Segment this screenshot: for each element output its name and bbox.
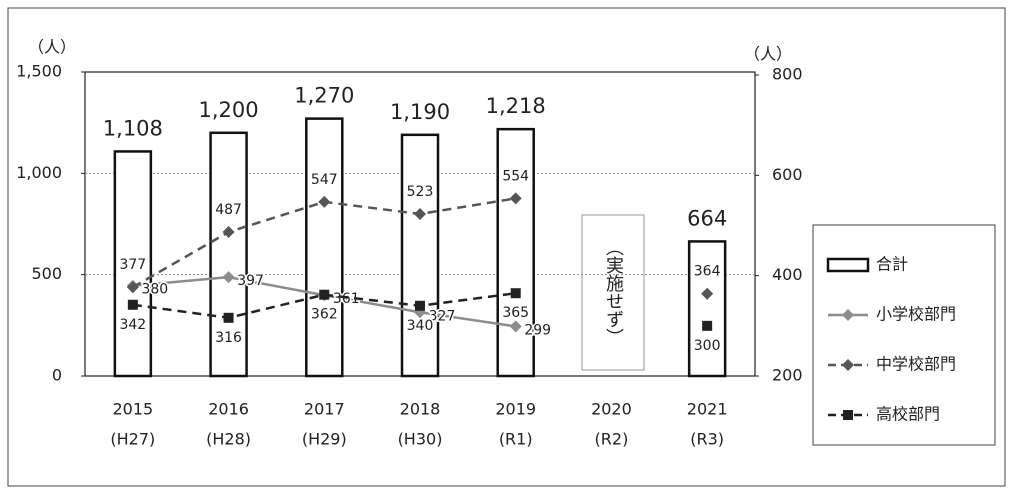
marker [222, 226, 235, 239]
x-tick-label: 2019 [495, 400, 536, 419]
data-label: 547 [311, 172, 338, 188]
bar [496, 127, 535, 378]
marker [318, 195, 331, 208]
data-label: 487 [215, 202, 242, 218]
marker [702, 320, 713, 331]
y-tick-label: 500 [31, 264, 62, 283]
data-label: 342 [119, 317, 146, 333]
legend-label: 高校部門 [876, 405, 940, 424]
data-label: 523 [407, 184, 434, 200]
marker [510, 288, 521, 299]
data-label: 397 [237, 273, 264, 289]
y2-tick-label: 600 [772, 165, 803, 184]
data-label: 554 [502, 168, 529, 184]
y-tick-label: 1,000 [16, 163, 62, 182]
x-tick-label: (R3) [690, 430, 724, 449]
bar-value-label: 1,108 [103, 116, 163, 140]
x-tick-label: (H28) [206, 430, 251, 449]
bar [400, 133, 440, 378]
marker [126, 281, 139, 294]
frame [7, 7, 1006, 487]
y2-tick-label: 400 [772, 265, 803, 284]
legend-label: 合計 [876, 255, 908, 274]
legend-swatch [826, 257, 870, 273]
y-axis-label: （人） [28, 38, 76, 57]
data-label: 364 [694, 264, 721, 280]
marker [319, 289, 330, 300]
marker [127, 299, 138, 310]
x-tick-label: 2016 [208, 400, 249, 419]
y-tick-label: 1,500 [16, 62, 62, 81]
data-label: 300 [694, 338, 721, 354]
bar-value-label: 1,200 [199, 98, 259, 122]
x-tick-label: 2020 [591, 400, 632, 419]
legend-marker [842, 359, 854, 371]
x-tick-label: 2021 [687, 400, 728, 419]
data-label: 361 [333, 291, 360, 307]
bar [113, 150, 153, 378]
marker [223, 312, 234, 323]
data-label: 340 [407, 318, 434, 334]
bar [305, 117, 344, 378]
marker [415, 300, 425, 311]
y-tick-label: 0 [52, 366, 62, 385]
legend-label: 中学校部門 [876, 355, 956, 374]
x-tick-label: (R2) [595, 430, 629, 449]
data-label: 362 [311, 307, 338, 323]
bar-value-label: 664 [687, 206, 727, 230]
annotation: （実施せず） [603, 238, 624, 346]
marker [414, 207, 426, 220]
data-label: 365 [502, 305, 529, 321]
marker [509, 192, 522, 205]
x-tick-label: (H30) [398, 430, 443, 449]
marker [509, 320, 522, 333]
x-tick-label: (R1) [499, 430, 533, 449]
bar [687, 240, 727, 378]
data-label: 327 [429, 308, 456, 324]
x-tick-label: 2017 [304, 400, 345, 419]
annotation-box [581, 214, 645, 371]
bar-value-label: 1,190 [390, 100, 450, 124]
x-tick-label: 2015 [112, 400, 153, 419]
x-tick-label: (H27) [110, 430, 155, 449]
data-label: 316 [215, 330, 242, 346]
x-tick-label: (H29) [302, 430, 347, 449]
x-tick-label: 2018 [400, 400, 441, 419]
bar [209, 131, 248, 378]
marker [701, 287, 714, 300]
legend-marker [843, 410, 853, 420]
data-label: 380 [141, 282, 168, 298]
data-label: 299 [524, 322, 551, 338]
bar-value-label: 1,270 [294, 84, 354, 108]
data-label: 377 [119, 257, 146, 273]
marker [222, 271, 235, 284]
y2-tick-label: 200 [772, 366, 803, 385]
y2-tick-label: 800 [772, 65, 803, 84]
legend-label: 小学校部門 [876, 305, 956, 324]
legend-marker [842, 309, 854, 321]
bar-value-label: 1,218 [486, 94, 546, 118]
y2-axis-label: （人） [744, 45, 792, 64]
